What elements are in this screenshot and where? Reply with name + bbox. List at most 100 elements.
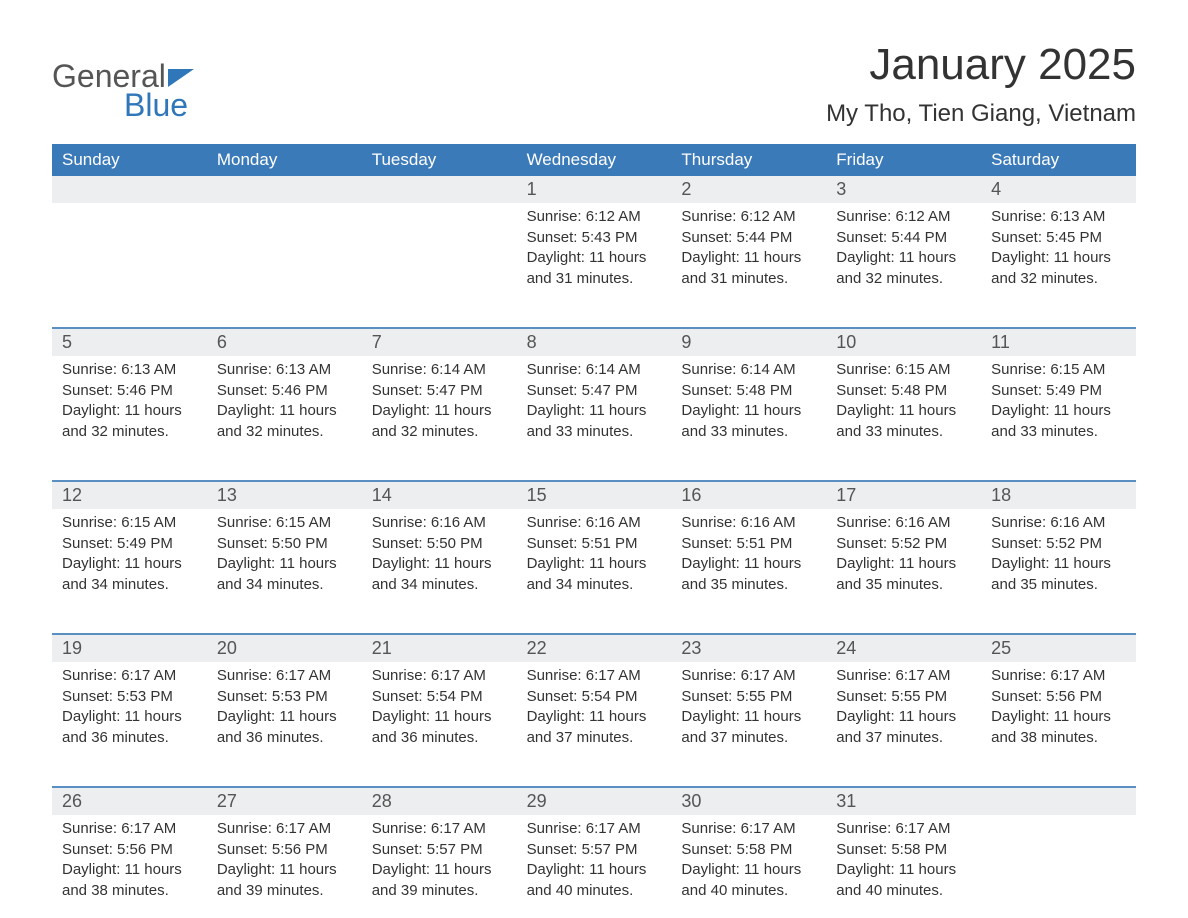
sunrise-line: Sunrise: 6:17 AM xyxy=(217,819,352,840)
daylight-line: Daylight: 11 hours and 33 minutes. xyxy=(991,401,1126,442)
daylight-line: Daylight: 11 hours and 34 minutes. xyxy=(527,554,662,595)
day-number-row: 262728293031 xyxy=(52,788,1136,815)
daylight-line: Daylight: 11 hours and 36 minutes. xyxy=(62,707,197,748)
calendar-header-cell: Saturday xyxy=(981,144,1136,176)
day-cell: Sunrise: 6:14 AMSunset: 5:48 PMDaylight:… xyxy=(671,356,826,452)
day-number: 14 xyxy=(362,482,517,509)
day-cell: Sunrise: 6:15 AMSunset: 5:48 PMDaylight:… xyxy=(826,356,981,452)
sunset-line: Sunset: 5:56 PM xyxy=(991,687,1126,708)
daylight-line: Daylight: 11 hours and 36 minutes. xyxy=(372,707,507,748)
day-number: 12 xyxy=(52,482,207,509)
day-number: 21 xyxy=(362,635,517,662)
day-number: 31 xyxy=(826,788,981,815)
day-body-row: Sunrise: 6:12 AMSunset: 5:43 PMDaylight:… xyxy=(52,203,1136,299)
calendar-header-cell: Tuesday xyxy=(362,144,517,176)
daylight-line: Daylight: 11 hours and 40 minutes. xyxy=(836,860,971,901)
day-body-row: Sunrise: 6:15 AMSunset: 5:49 PMDaylight:… xyxy=(52,509,1136,605)
daylight-line: Daylight: 11 hours and 32 minutes. xyxy=(62,401,197,442)
daylight-line: Daylight: 11 hours and 35 minutes. xyxy=(681,554,816,595)
day-cell: Sunrise: 6:12 AMSunset: 5:44 PMDaylight:… xyxy=(671,203,826,299)
day-number: 26 xyxy=(52,788,207,815)
daylight-line: Daylight: 11 hours and 40 minutes. xyxy=(681,860,816,901)
day-number: 6 xyxy=(207,329,362,356)
sunrise-line: Sunrise: 6:15 AM xyxy=(62,513,197,534)
day-body-row: Sunrise: 6:13 AMSunset: 5:46 PMDaylight:… xyxy=(52,356,1136,452)
day-cell: Sunrise: 6:17 AMSunset: 5:53 PMDaylight:… xyxy=(207,662,362,758)
daylight-line: Daylight: 11 hours and 38 minutes. xyxy=(991,707,1126,748)
day-number: 29 xyxy=(517,788,672,815)
day-number: 7 xyxy=(362,329,517,356)
sunrise-line: Sunrise: 6:16 AM xyxy=(372,513,507,534)
day-number: 20 xyxy=(207,635,362,662)
sunrise-line: Sunrise: 6:17 AM xyxy=(217,666,352,687)
logo-flag-icon xyxy=(168,69,194,87)
calendar-header-cell: Monday xyxy=(207,144,362,176)
calendar-week: 567891011Sunrise: 6:13 AMSunset: 5:46 PM… xyxy=(52,327,1136,452)
sunrise-line: Sunrise: 6:17 AM xyxy=(836,819,971,840)
sunset-line: Sunset: 5:48 PM xyxy=(836,381,971,402)
day-cell xyxy=(207,203,362,299)
calendar-week: 19202122232425Sunrise: 6:17 AMSunset: 5:… xyxy=(52,633,1136,758)
sunset-line: Sunset: 5:44 PM xyxy=(681,228,816,249)
day-cell: Sunrise: 6:14 AMSunset: 5:47 PMDaylight:… xyxy=(517,356,672,452)
sunset-line: Sunset: 5:58 PM xyxy=(836,840,971,861)
day-cell: Sunrise: 6:15 AMSunset: 5:49 PMDaylight:… xyxy=(981,356,1136,452)
day-number: 10 xyxy=(826,329,981,356)
sunrise-line: Sunrise: 6:17 AM xyxy=(681,666,816,687)
sunset-line: Sunset: 5:57 PM xyxy=(372,840,507,861)
sunrise-line: Sunrise: 6:16 AM xyxy=(836,513,971,534)
sunset-line: Sunset: 5:47 PM xyxy=(527,381,662,402)
daylight-line: Daylight: 11 hours and 31 minutes. xyxy=(681,248,816,289)
day-cell: Sunrise: 6:13 AMSunset: 5:46 PMDaylight:… xyxy=(52,356,207,452)
day-number: 28 xyxy=(362,788,517,815)
calendar-header-cell: Thursday xyxy=(671,144,826,176)
calendar-week: 262728293031Sunrise: 6:17 AMSunset: 5:56… xyxy=(52,786,1136,911)
day-cell: Sunrise: 6:16 AMSunset: 5:51 PMDaylight:… xyxy=(517,509,672,605)
daylight-line: Daylight: 11 hours and 31 minutes. xyxy=(527,248,662,289)
day-number: 17 xyxy=(826,482,981,509)
sunrise-line: Sunrise: 6:17 AM xyxy=(527,666,662,687)
sunrise-line: Sunrise: 6:13 AM xyxy=(217,360,352,381)
day-number: 13 xyxy=(207,482,362,509)
day-body-row: Sunrise: 6:17 AMSunset: 5:53 PMDaylight:… xyxy=(52,662,1136,758)
sunrise-line: Sunrise: 6:17 AM xyxy=(62,819,197,840)
header: General Blue January 2025 My Tho, Tien G… xyxy=(52,40,1136,128)
day-cell: Sunrise: 6:15 AMSunset: 5:50 PMDaylight:… xyxy=(207,509,362,605)
sunset-line: Sunset: 5:44 PM xyxy=(836,228,971,249)
sunrise-line: Sunrise: 6:13 AM xyxy=(991,207,1126,228)
day-cell: Sunrise: 6:16 AMSunset: 5:52 PMDaylight:… xyxy=(981,509,1136,605)
logo-text-blue: Blue xyxy=(124,87,194,124)
daylight-line: Daylight: 11 hours and 35 minutes. xyxy=(836,554,971,595)
day-number: 5 xyxy=(52,329,207,356)
sunrise-line: Sunrise: 6:17 AM xyxy=(681,819,816,840)
daylight-line: Daylight: 11 hours and 38 minutes. xyxy=(62,860,197,901)
daylight-line: Daylight: 11 hours and 32 minutes. xyxy=(372,401,507,442)
day-number: 25 xyxy=(981,635,1136,662)
page-subtitle: My Tho, Tien Giang, Vietnam xyxy=(826,100,1136,128)
day-cell: Sunrise: 6:13 AMSunset: 5:45 PMDaylight:… xyxy=(981,203,1136,299)
sunrise-line: Sunrise: 6:17 AM xyxy=(991,666,1126,687)
sunrise-line: Sunrise: 6:17 AM xyxy=(62,666,197,687)
day-number: 18 xyxy=(981,482,1136,509)
sunset-line: Sunset: 5:58 PM xyxy=(681,840,816,861)
day-cell: Sunrise: 6:16 AMSunset: 5:50 PMDaylight:… xyxy=(362,509,517,605)
sunrise-line: Sunrise: 6:16 AM xyxy=(681,513,816,534)
day-cell: Sunrise: 6:17 AMSunset: 5:58 PMDaylight:… xyxy=(671,815,826,911)
day-number: 27 xyxy=(207,788,362,815)
daylight-line: Daylight: 11 hours and 37 minutes. xyxy=(527,707,662,748)
daylight-line: Daylight: 11 hours and 34 minutes. xyxy=(62,554,197,595)
calendar-header-cell: Sunday xyxy=(52,144,207,176)
day-number: 1 xyxy=(517,176,672,203)
daylight-line: Daylight: 11 hours and 40 minutes. xyxy=(527,860,662,901)
sunrise-line: Sunrise: 6:13 AM xyxy=(62,360,197,381)
sunset-line: Sunset: 5:55 PM xyxy=(681,687,816,708)
daylight-line: Daylight: 11 hours and 33 minutes. xyxy=(836,401,971,442)
day-cell: Sunrise: 6:15 AMSunset: 5:49 PMDaylight:… xyxy=(52,509,207,605)
day-cell: Sunrise: 6:17 AMSunset: 5:56 PMDaylight:… xyxy=(981,662,1136,758)
daylight-line: Daylight: 11 hours and 36 minutes. xyxy=(217,707,352,748)
sunset-line: Sunset: 5:56 PM xyxy=(217,840,352,861)
sunrise-line: Sunrise: 6:12 AM xyxy=(527,207,662,228)
daylight-line: Daylight: 11 hours and 33 minutes. xyxy=(527,401,662,442)
day-cell xyxy=(52,203,207,299)
sunset-line: Sunset: 5:57 PM xyxy=(527,840,662,861)
